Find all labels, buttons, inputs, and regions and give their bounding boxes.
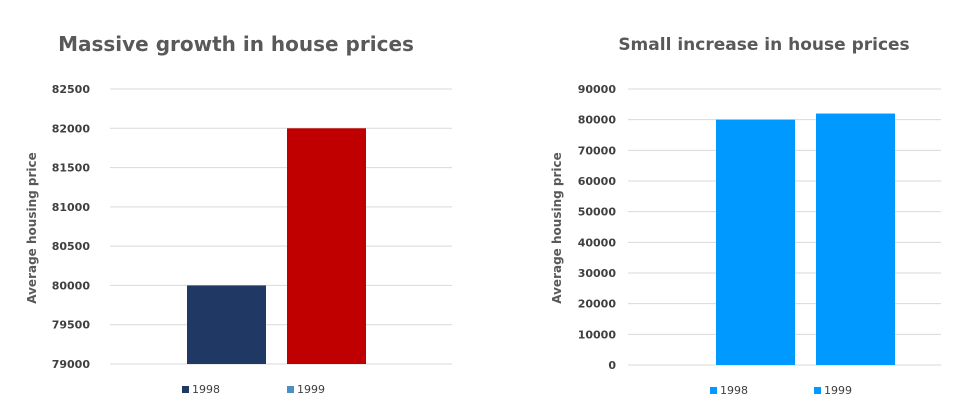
chart-title: Massive growth in house prices [58,32,414,56]
bar-1999 [287,128,366,364]
y-tick-label: 0 [608,359,616,372]
y-tick-label: 10000 [578,328,617,341]
y-tick-label: 90000 [578,83,617,96]
y-axis-label: Average housing price [25,152,39,304]
y-tick-label: 80000 [52,279,91,292]
y-tick-label: 20000 [578,298,617,311]
legend-label-1999: 1999 [297,383,325,396]
legend-swatch-1998 [710,387,717,394]
y-tick-label: 40000 [578,236,617,249]
bar-1999 [816,113,895,366]
bar-1998 [187,285,266,364]
chart-small-increase: Small increase in house prices 0 10000 200… [486,0,973,413]
bars [716,113,895,366]
legend-label-1998: 1998 [720,384,748,397]
chart-left-svg: Massive growth in house prices 79000 7950… [25,32,452,396]
y-tick-label: 79500 [52,319,91,332]
chart-right-svg: Small increase in house prices 0 10000 200… [550,35,941,397]
y-tick-label: 81500 [52,162,91,175]
y-tick-label: 82000 [52,122,91,135]
y-tick-label: 50000 [578,206,617,219]
legend-swatch-1999 [287,386,294,393]
chart-massive-growth: Massive growth in house prices 79000 7950… [0,0,486,413]
legend: 1998 1999 [182,383,325,396]
bar-1998 [716,119,795,366]
y-tick-label: 81000 [52,201,91,214]
bars [187,128,366,364]
y-tick-label: 80000 [578,114,617,127]
legend-label-1998: 1998 [192,383,220,396]
legend-swatch-1998 [182,386,189,393]
y-tick-label: 70000 [578,144,617,157]
y-tick-labels: 0 10000 20000 30000 40000 50000 60000 70000 8000… [578,83,617,372]
y-tick-label: 82500 [52,83,91,96]
y-tick-labels: 79000 79500 80000 80500 81000 81500 82000 82500 [52,83,91,371]
legend-label-1999: 1999 [824,384,852,397]
legend: 1998 1999 [710,384,852,397]
y-tick-label: 79000 [52,358,91,371]
gridlines [110,88,452,365]
legend-swatch-1999 [814,387,821,394]
y-tick-label: 80500 [52,240,91,253]
y-tick-label: 30000 [578,267,617,280]
y-tick-label: 60000 [578,175,617,188]
chart-title: Small increase in house prices [618,35,909,55]
y-axis-label: Average housing price [550,152,564,304]
